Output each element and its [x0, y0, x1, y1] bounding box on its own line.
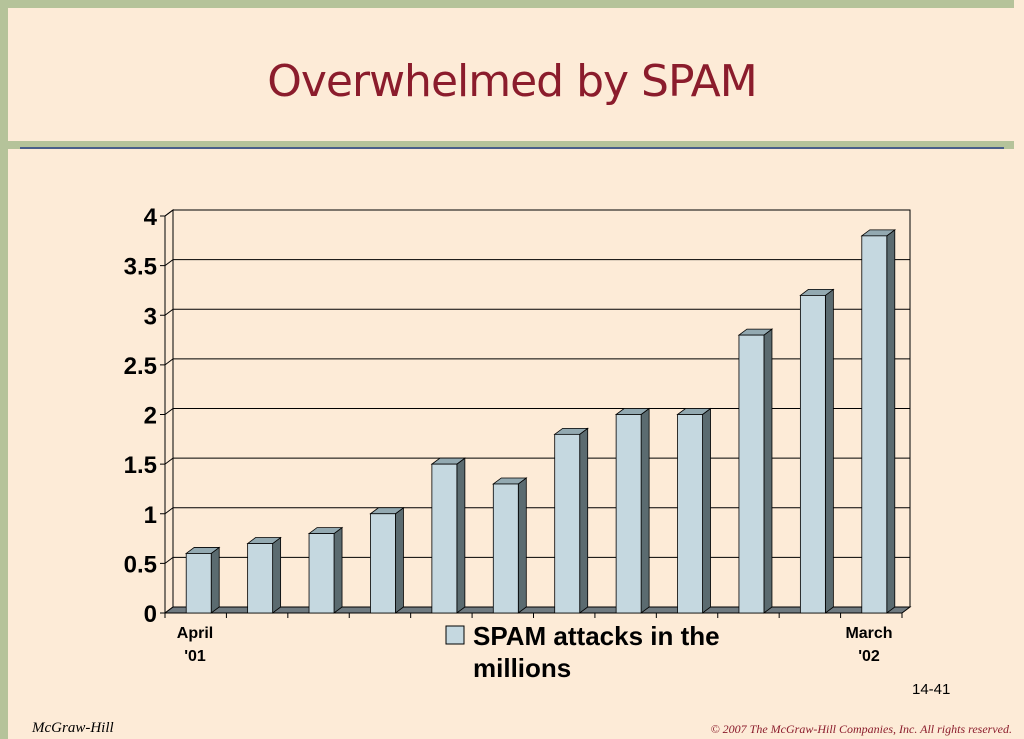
y-tick-label: 0.5 — [124, 551, 157, 578]
y-tick-label: 4 — [144, 204, 158, 231]
gridline-side — [164, 457, 174, 465]
gridline-side — [164, 308, 174, 316]
y-tick-label: 2 — [144, 403, 157, 430]
bar-side — [333, 526, 343, 614]
title-divider — [8, 141, 1014, 149]
bar — [185, 546, 221, 614]
bar-front — [185, 553, 212, 614]
gridline-side — [164, 556, 174, 564]
frame-left-border — [0, 0, 8, 739]
x-label-last: '02 — [858, 648, 880, 665]
bar-side — [579, 427, 589, 614]
bar-front — [615, 414, 642, 614]
gridline-side — [164, 507, 174, 515]
y-tick-label: 3.5 — [124, 254, 157, 281]
bar-front — [677, 414, 703, 614]
bar-side — [640, 407, 650, 614]
bar-front — [370, 513, 396, 614]
bar-front — [431, 463, 458, 614]
bar-side — [395, 506, 404, 614]
bar — [430, 457, 467, 614]
bar — [737, 328, 774, 614]
publisher-name: McGraw-Hill — [32, 720, 114, 736]
y-tick-label: 3 — [144, 303, 157, 330]
bar-side — [517, 477, 527, 614]
y-tick-label: 1.5 — [124, 452, 157, 479]
bar-side — [886, 229, 896, 614]
slide-number: 14-41 — [912, 681, 951, 698]
bar — [369, 506, 405, 614]
copyright-notice: © 2007 The McGraw-Hill Companies, Inc. A… — [710, 722, 1012, 736]
bar-side — [456, 457, 466, 614]
bar-front — [554, 433, 581, 614]
bar-front — [492, 483, 519, 614]
bar — [553, 427, 589, 614]
bar — [307, 526, 344, 614]
bar-front — [799, 294, 826, 614]
x-label-first: '01 — [184, 648, 206, 665]
bar — [246, 536, 282, 614]
frame-top-border — [0, 0, 1014, 8]
title-divider-line — [20, 147, 1004, 149]
bar — [492, 477, 528, 614]
gridline-side — [164, 408, 174, 415]
gridline-side — [164, 358, 174, 366]
bar-front — [247, 543, 274, 614]
x-label-first: April — [177, 625, 213, 642]
slide-title: Overwhelmed by SPAM — [267, 56, 758, 107]
bar-side — [763, 328, 773, 614]
bar-side — [824, 288, 834, 614]
bar — [860, 229, 896, 614]
bar — [799, 288, 835, 614]
y-tick-label: 1 — [144, 502, 157, 529]
gridline-side — [164, 259, 174, 267]
y-tick-label: 2.5 — [124, 353, 157, 380]
bar-front — [308, 533, 335, 614]
bar-front — [738, 334, 765, 614]
bar-side — [272, 536, 282, 614]
legend-label: SPAM attacks in the — [473, 621, 720, 651]
bar — [676, 407, 712, 614]
bar-side — [210, 546, 220, 614]
gridline-side — [164, 209, 174, 217]
legend-label: millions — [473, 653, 571, 683]
x-label-last: March — [845, 625, 892, 642]
y-tick-label: 0 — [144, 601, 157, 628]
bar-side — [702, 407, 711, 614]
bar — [614, 407, 651, 614]
legend-swatch — [445, 625, 465, 645]
bar-front — [861, 235, 888, 614]
